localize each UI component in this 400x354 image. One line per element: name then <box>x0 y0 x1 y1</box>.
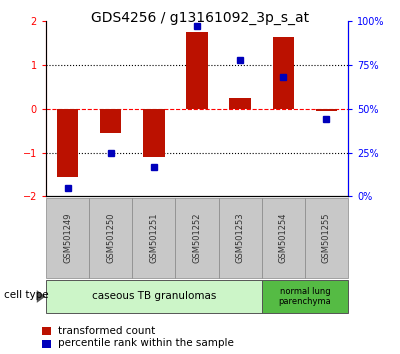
Text: GSM501249: GSM501249 <box>63 213 72 263</box>
Bar <box>229 98 251 109</box>
Text: GSM501254: GSM501254 <box>279 213 288 263</box>
Bar <box>272 36 294 109</box>
Text: GSM501251: GSM501251 <box>149 213 158 263</box>
Bar <box>186 32 208 109</box>
Text: transformed count: transformed count <box>58 326 155 336</box>
Polygon shape <box>37 290 46 303</box>
Text: GSM501253: GSM501253 <box>236 213 245 263</box>
Text: normal lung
parenchyma: normal lung parenchyma <box>278 287 331 306</box>
Text: cell type: cell type <box>4 290 49 300</box>
Bar <box>100 109 122 133</box>
Text: GSM501255: GSM501255 <box>322 213 331 263</box>
Text: GSM501252: GSM501252 <box>192 213 202 263</box>
Text: GSM501250: GSM501250 <box>106 213 115 263</box>
Bar <box>143 109 165 157</box>
Text: GDS4256 / g13161092_3p_s_at: GDS4256 / g13161092_3p_s_at <box>91 11 309 25</box>
Text: percentile rank within the sample: percentile rank within the sample <box>58 338 234 348</box>
Bar <box>316 109 337 111</box>
Text: caseous TB granulomas: caseous TB granulomas <box>92 291 216 302</box>
Bar <box>57 109 78 177</box>
